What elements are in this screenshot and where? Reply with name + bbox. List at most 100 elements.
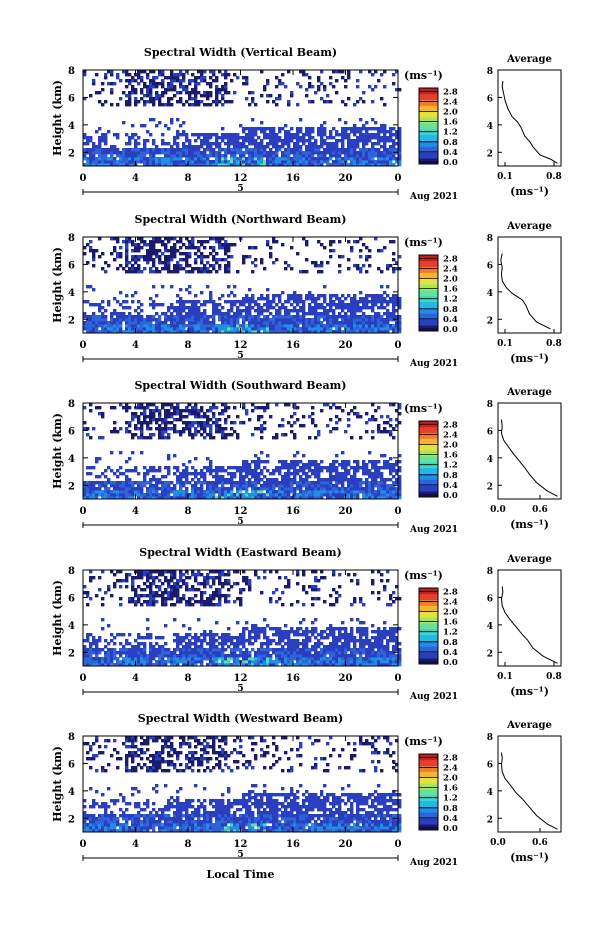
heatmap-cell: [227, 415, 231, 419]
heatmap-cell: [194, 321, 198, 325]
heatmap-cell: [326, 94, 330, 98]
heatmap-cell: [104, 324, 108, 328]
heatmap-cell: [227, 472, 231, 476]
heatmap-cell: [221, 490, 225, 494]
heatmap-cell: [299, 294, 303, 298]
heatmap-cell: [353, 264, 357, 268]
heatmap-cell: [398, 324, 402, 328]
heatmap-cell: [269, 484, 273, 488]
heatmap-cell: [188, 597, 192, 601]
heatmap-cell: [323, 300, 327, 304]
heatmap-cell: [194, 267, 198, 271]
heatmap-cell: [191, 300, 195, 304]
heatmap-cell: [212, 300, 216, 304]
heatmap-cell: [185, 70, 189, 74]
heatmap-cell: [107, 660, 111, 664]
heatmap-cell: [182, 163, 186, 167]
heatmap-cell: [128, 597, 132, 601]
heatmap-cell: [152, 594, 156, 598]
heatmap-cell: [173, 139, 177, 143]
heatmap-cell: [392, 463, 396, 467]
heatmap-cell: [344, 490, 348, 494]
heatmap-cell: [152, 103, 156, 107]
heatmap-cell: [158, 651, 162, 655]
heatmap-cell: [179, 600, 183, 604]
heatmap-cell: [107, 490, 111, 494]
heatmap-cell: [182, 145, 186, 149]
heatmap-cell: [344, 469, 348, 473]
heatmap-cell: [134, 490, 138, 494]
heatmap-cell: [143, 409, 147, 413]
heatmap-cell: [116, 300, 120, 304]
heatmap-cell: [203, 300, 207, 304]
heatmap-cell: [137, 490, 141, 494]
heatmap-cell: [119, 651, 123, 655]
heatmap-cell: [209, 484, 213, 488]
heatmap-cell: [143, 255, 147, 259]
heatmap-cell: [251, 475, 255, 479]
heatmap-cell: [365, 255, 369, 259]
heatmap-cell: [140, 490, 144, 494]
heatmap-cell: [101, 163, 105, 167]
heatmap-cell: [389, 315, 393, 319]
heatmap-cell: [287, 493, 291, 497]
heatmap-cell: [275, 240, 279, 244]
x-tick-label: 8: [185, 340, 192, 351]
heatmap-cell: [182, 148, 186, 152]
heatmap-cell: [284, 460, 288, 464]
heatmap-cell: [347, 490, 351, 494]
heatmap-cell: [98, 157, 102, 161]
heatmap-cell: [329, 303, 333, 307]
heatmap-cell: [176, 481, 180, 485]
heatmap-cell: [224, 421, 228, 425]
heatmap-cell: [269, 478, 273, 482]
heatmap-cell: [143, 258, 147, 262]
heatmap-cell: [170, 118, 174, 122]
heatmap-cell: [251, 318, 255, 322]
heatmap-cell: [290, 157, 294, 161]
heatmap-cell: [209, 321, 213, 325]
heatmap-cell: [323, 327, 327, 331]
heatmap-cell: [173, 418, 177, 422]
heatmap-cell: [185, 148, 189, 152]
heatmap-cell: [149, 151, 153, 155]
heatmap-cell: [197, 309, 201, 313]
x-tick-label: 0: [395, 340, 402, 351]
heatmap-cell: [137, 264, 141, 268]
heatmap-cell: [263, 297, 267, 301]
heatmap-cell: [329, 469, 333, 473]
heatmap-cell: [329, 490, 333, 494]
heatmap-cell: [347, 484, 351, 488]
heatmap-cell: [128, 490, 132, 494]
heatmap-cell: [227, 481, 231, 485]
heatmap-cell: [281, 324, 285, 328]
heatmap-cell: [380, 415, 384, 419]
heatmap-cell: [164, 103, 168, 107]
heatmap-cell: [149, 582, 153, 586]
heatmap-cell: [143, 70, 147, 74]
heatmap-cell: [164, 648, 168, 652]
heatmap-cell: [194, 157, 198, 161]
heatmap-cell: [398, 481, 402, 485]
panel-title: Spectral Width (Southward Beam): [134, 379, 346, 392]
heatmap-cell: [359, 267, 363, 271]
heatmap-cell: [137, 645, 141, 649]
heatmap-cell: [284, 85, 288, 89]
heatmap-cell: [326, 484, 330, 488]
heatmap-cell: [179, 79, 183, 83]
heatmap-cell: [395, 487, 399, 491]
heatmap-cell: [83, 246, 87, 250]
heatmap-cell: [128, 103, 132, 107]
heatmap-cell: [275, 433, 279, 437]
heatmap-cell: [377, 324, 381, 328]
heatmap-cell: [143, 267, 147, 271]
heatmap-cell: [380, 130, 384, 134]
heatmap-cell: [92, 636, 96, 640]
heatmap-cell: [317, 469, 321, 473]
heatmap-cell: [104, 327, 108, 331]
heatmap-cell: [185, 318, 189, 322]
heatmap-cell: [191, 330, 195, 334]
heatmap-cell: [254, 454, 258, 458]
heatmap-cell: [140, 642, 144, 646]
heatmap-cell: [377, 163, 381, 167]
